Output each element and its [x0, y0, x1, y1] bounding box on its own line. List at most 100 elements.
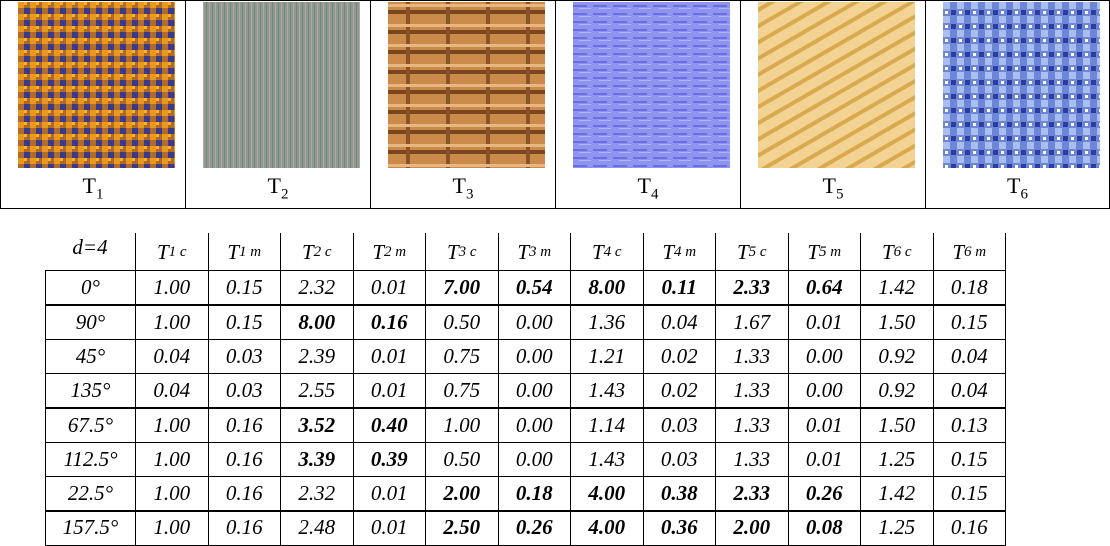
table-cell: 0.00: [788, 373, 862, 409]
label-sub: 1: [96, 186, 104, 202]
table-cell: 2.32: [280, 476, 354, 512]
cell-value: 1.42: [878, 481, 915, 506]
cell-value: 0.15: [951, 310, 988, 335]
cell-value: 0.40: [371, 413, 408, 438]
label-sub: 4 m: [674, 244, 696, 261]
table-cell: 0.00: [498, 407, 572, 443]
cell-value: 0.16: [951, 515, 988, 540]
table-cell: 2.00: [425, 476, 499, 512]
cell-value: 0.02: [661, 344, 698, 369]
table-cell: 2.32: [280, 270, 354, 306]
texture-image: [943, 2, 1100, 168]
table-cell: 0.04: [135, 339, 209, 375]
label-sub: 3 m: [529, 244, 551, 261]
table-cell: 0.01: [353, 510, 427, 546]
table-cell: 1.21: [570, 339, 644, 375]
cell-value: 0.15: [951, 447, 988, 472]
table-cell: 0.26: [788, 476, 862, 512]
table-cell: 2.50: [425, 510, 499, 546]
row-angle: 22.5°: [45, 476, 136, 512]
cell-value: 1.00: [153, 310, 190, 335]
table-cell: 1.67: [715, 304, 789, 340]
table-cell: 1.00: [135, 442, 209, 478]
table-cell: 1.43: [570, 373, 644, 409]
row-angle: 90°: [45, 304, 136, 340]
label-main: T: [157, 240, 169, 265]
texture-label: T1: [1, 173, 185, 203]
cell-value: 2.00: [443, 481, 480, 506]
row-angle: 135°: [45, 373, 136, 409]
table-cell: 1.14: [570, 407, 644, 443]
table-cell: 0.54: [498, 270, 572, 306]
cell-value: 7.00: [443, 275, 480, 300]
table-cell: 2.48: [280, 510, 354, 546]
label-sub: 2 c: [314, 244, 332, 261]
texture-label: T6: [926, 173, 1109, 203]
cell-value: 0.04: [153, 344, 190, 369]
label-main: T: [882, 240, 894, 265]
table-cell: 3.52: [280, 407, 354, 443]
page: T1T2T3T4T5T6d=4T1 cT1 mT2 cT2 mT3 cT3 mT…: [0, 0, 1110, 543]
label-main: T: [662, 240, 674, 265]
cell-value: 2.39: [298, 344, 335, 369]
table-cell: 0.16: [208, 442, 282, 478]
table-cell: 0.01: [353, 373, 427, 409]
cell-value: 2.32: [298, 275, 335, 300]
cell-value: 2.33: [733, 275, 770, 300]
cell-value: 1.00: [443, 413, 480, 438]
cell-value: 1.50: [878, 310, 915, 335]
table-cell: 0.01: [788, 407, 862, 443]
table-cell: 0.16: [208, 510, 282, 546]
cell-value: 3.52: [298, 413, 335, 438]
texture-fill: [388, 2, 545, 168]
label-main: T: [952, 240, 964, 265]
table-cell: 2.00: [715, 510, 789, 546]
texture-fill: [758, 2, 915, 168]
cell-value: 0.16: [226, 447, 263, 472]
table-cell: 0.04: [135, 373, 209, 409]
texture-fill: [18, 2, 175, 168]
angle-text: 45°: [76, 344, 105, 369]
cell-value: 0.00: [516, 378, 553, 403]
label-sub: 1 c: [169, 244, 187, 261]
table-cell: 1.00: [135, 270, 209, 306]
table-cell: 1.33: [715, 339, 789, 375]
cell-value: 0.18: [516, 481, 553, 506]
table-cell: 1.42: [860, 476, 934, 512]
label-main: T: [268, 173, 281, 198]
label-sub: 5 c: [749, 244, 767, 261]
cell-value: 1.21: [588, 344, 625, 369]
texture-label: T5: [741, 173, 925, 203]
texture-fill: [203, 2, 360, 168]
table-cell: 1.50: [860, 407, 934, 443]
table-cell: 2.33: [715, 270, 789, 306]
cell-value: 1.00: [153, 447, 190, 472]
label-sub: 4: [651, 186, 659, 202]
texture-image: [573, 2, 730, 168]
table-cell: 0.16: [208, 476, 282, 512]
table-cell: 0.64: [788, 270, 862, 306]
cell-value: 0.16: [226, 413, 263, 438]
cell-value: 4.00: [588, 481, 625, 506]
cell-value: 0.92: [878, 378, 915, 403]
table-cell: 1.33: [715, 442, 789, 478]
cell-value: 2.32: [298, 481, 335, 506]
table-cell: 0.01: [788, 304, 862, 340]
label-main: T: [807, 240, 819, 265]
label-main: T: [227, 240, 239, 265]
label-sub: 5 m: [819, 244, 841, 261]
cell-value: 0.00: [516, 344, 553, 369]
texture-cell: T5: [740, 0, 926, 209]
table-cell: 2.55: [280, 373, 354, 409]
texture-fill: [943, 2, 1100, 168]
texture-image: [203, 2, 360, 168]
cell-value: 0.75: [443, 378, 480, 403]
cell-value: 1.33: [733, 344, 770, 369]
label-sub: 2: [281, 186, 289, 202]
table-cell: 0.15: [208, 304, 282, 340]
label-main: T: [592, 240, 604, 265]
table-cell: 0.00: [498, 373, 572, 409]
table-cell: 1.00: [135, 510, 209, 546]
